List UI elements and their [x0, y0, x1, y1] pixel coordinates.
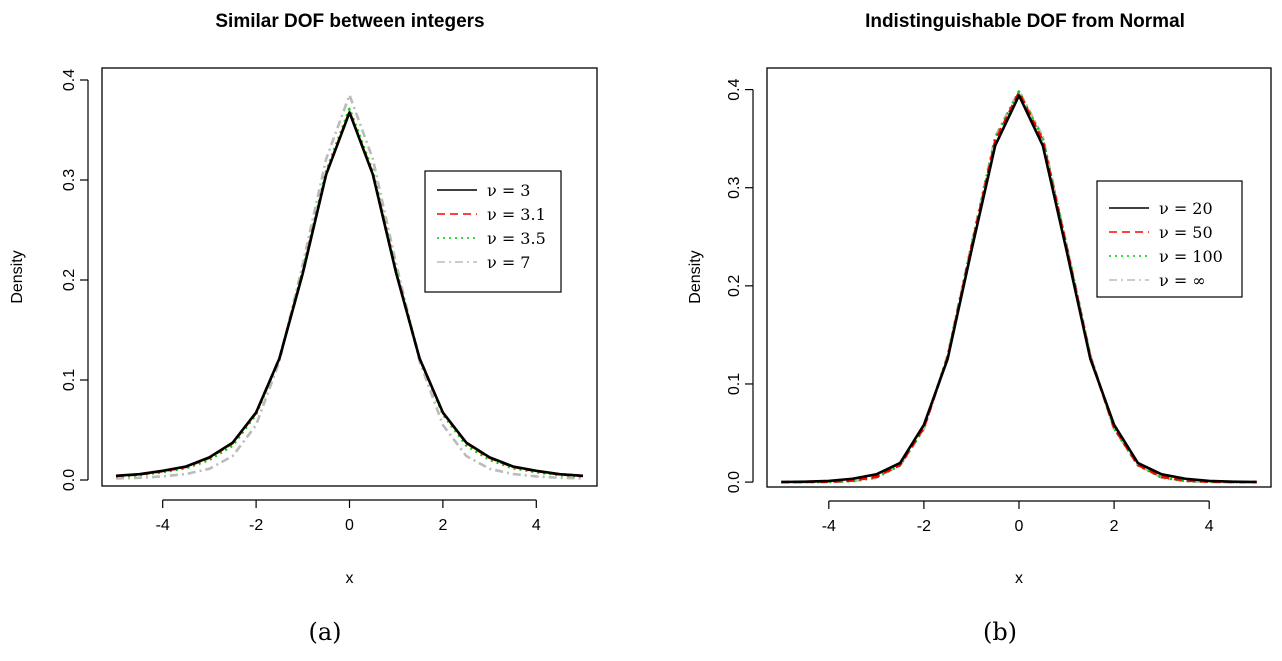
x-tick-label: 0	[345, 517, 354, 534]
x-tick-label: -4	[156, 517, 170, 534]
legend-box	[424, 170, 562, 293]
chart-title: Similar DOF between integers	[215, 11, 484, 32]
x-tick-label: 4	[532, 517, 541, 534]
y-tick-label: 0.2	[726, 275, 743, 297]
y-tick-label: 0.1	[61, 369, 78, 391]
legend-label: ν = 7	[487, 253, 530, 272]
y-tick-label: 0.3	[61, 169, 78, 191]
x-axis-label: x	[346, 570, 354, 587]
series-line	[781, 91, 1257, 484]
legend-label: ν = 100	[1159, 247, 1223, 266]
x-tick-label: 4	[1205, 518, 1214, 535]
y-tick-label: 0.3	[726, 176, 743, 198]
series-line	[115, 107, 584, 478]
y-tick-label: 0.0	[726, 471, 743, 493]
panel-caption: (b)	[983, 618, 1017, 646]
legend-label: ν = ∞	[1159, 271, 1206, 290]
series-line	[115, 93, 584, 480]
panel-a: Similar DOF between integers -4 -2 0 2 4 0.0 0.…	[9, 11, 598, 646]
plot-frame	[766, 67, 1272, 488]
y-tick-label: 0.0	[61, 469, 78, 491]
panel-caption: (a)	[308, 618, 341, 646]
x-tick-label: 2	[438, 517, 447, 534]
chart-title: Indistinguishable DOF from Normal	[865, 11, 1185, 32]
plot-frame	[101, 67, 598, 487]
legend-box	[1096, 180, 1243, 298]
y-axis-label: Density	[9, 250, 26, 303]
y-axis-label: Density	[687, 250, 704, 303]
panel-b: Indistinguishable DOF from Normal -4 -2 0 2 4…	[687, 11, 1272, 646]
legend-label: ν = 3.5	[487, 229, 546, 248]
y-tick-label: 0.4	[61, 69, 78, 91]
series-line	[115, 110, 584, 478]
y-tick-label: 0.2	[61, 269, 78, 291]
series-line	[781, 94, 1257, 484]
x-axis-label: x	[1015, 570, 1023, 587]
legend-label: ν = 20	[1159, 199, 1213, 218]
x-tick-label: 0	[1015, 518, 1024, 535]
legend-label: ν = 50	[1159, 223, 1213, 242]
x-tick-label: -2	[917, 518, 931, 535]
y-tick-label: 0.4	[726, 78, 743, 100]
legend-label: ν = 3.1	[487, 205, 546, 224]
series-line	[115, 111, 584, 478]
y-tick-label: 0.1	[726, 373, 743, 395]
legend-label: ν = 3	[487, 181, 530, 200]
x-tick-label: 2	[1110, 518, 1119, 535]
x-tick-label: -4	[822, 518, 836, 535]
x-tick-label: -2	[249, 517, 263, 534]
